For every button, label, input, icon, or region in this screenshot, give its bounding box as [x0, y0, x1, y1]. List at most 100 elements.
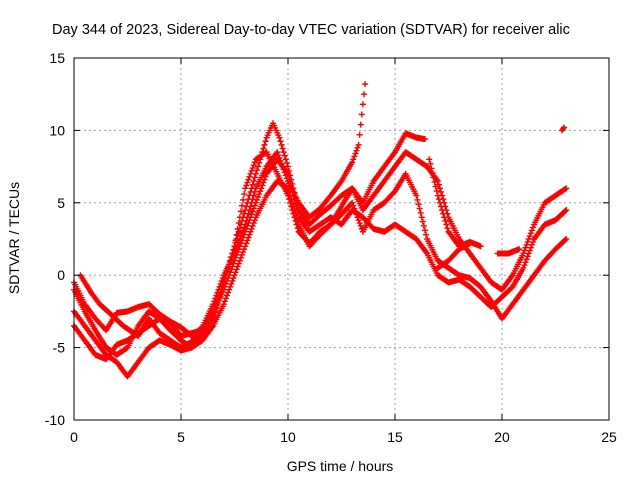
- data-point: [244, 222, 251, 229]
- data-point: [355, 141, 362, 148]
- data-point: [356, 131, 363, 138]
- data-point: [212, 308, 219, 315]
- data-point: [237, 254, 244, 261]
- data-point: [444, 225, 451, 232]
- data-point: [219, 283, 226, 290]
- data-point: [246, 173, 253, 180]
- data-point: [288, 203, 295, 210]
- data-point: [278, 141, 285, 148]
- data-point: [516, 246, 523, 253]
- data-point: [285, 192, 291, 199]
- data-point: [227, 269, 234, 276]
- data-point: [231, 243, 238, 250]
- y-tick-label: 5: [57, 195, 65, 211]
- data-point: [262, 138, 269, 145]
- data-point: [276, 134, 283, 141]
- data-point: [466, 240, 473, 247]
- data-point: [233, 266, 240, 273]
- data-point: [234, 225, 241, 232]
- data-point: [211, 312, 218, 319]
- data-point: [360, 91, 367, 98]
- data-point: [277, 138, 284, 145]
- data-point: [520, 264, 527, 271]
- y-tick-label: -10: [45, 412, 65, 428]
- x-tick-label: 25: [601, 429, 617, 445]
- data-point: [293, 221, 300, 228]
- data-point: [423, 231, 430, 238]
- y-tick-label: 0: [57, 267, 65, 283]
- data-point: [238, 237, 245, 244]
- data-point: [416, 205, 423, 212]
- data-point: [359, 101, 366, 108]
- data-point: [525, 236, 532, 242]
- data-point: [357, 222, 364, 229]
- data-point: [421, 227, 428, 234]
- data-point: [253, 196, 260, 203]
- data-point: [281, 152, 288, 159]
- y-tick-label: -5: [53, 340, 66, 356]
- data-point: [244, 199, 251, 206]
- data-point: [260, 145, 267, 152]
- data-point: [260, 179, 267, 186]
- data-point: [520, 250, 527, 257]
- data-point: [524, 253, 531, 260]
- data-point: [245, 176, 252, 183]
- data-point: [528, 227, 535, 234]
- data-point: [248, 225, 255, 232]
- data-point: [522, 259, 529, 266]
- data-point: [236, 257, 243, 264]
- data-point: [292, 217, 299, 224]
- data-point: [234, 263, 241, 270]
- data-point: [428, 165, 435, 172]
- data-point: [562, 237, 569, 244]
- y-axis-label: SDTVAR / TECUs: [6, 182, 22, 294]
- data-point: [286, 196, 293, 203]
- data-point: [227, 283, 234, 290]
- data-point: [244, 237, 251, 244]
- data-point: [245, 196, 252, 203]
- data-point: [235, 220, 242, 227]
- data-point: [221, 298, 228, 305]
- x-tick-label: 0: [70, 429, 78, 445]
- data-point: [429, 169, 436, 176]
- data-point: [244, 179, 251, 186]
- data-point: [249, 181, 256, 188]
- data-point: [232, 269, 239, 276]
- data-point: [230, 275, 237, 282]
- data-point: [528, 241, 535, 248]
- data-point: [230, 260, 237, 267]
- data-point: [229, 263, 236, 270]
- data-point: [289, 207, 296, 214]
- data-point: [563, 185, 570, 192]
- data-point: [261, 176, 268, 183]
- data-point: [530, 224, 537, 231]
- y-tick-label: 10: [49, 122, 65, 138]
- data-point: [241, 191, 248, 198]
- data-point: [248, 167, 255, 174]
- data-point: [249, 165, 256, 172]
- data-point: [524, 238, 531, 245]
- data-point: [261, 141, 268, 148]
- data-point: [438, 188, 445, 195]
- data-point: [526, 233, 533, 240]
- data-point: [235, 260, 242, 267]
- data-point: [214, 301, 221, 308]
- data-point: [279, 145, 286, 152]
- data-point: [234, 232, 241, 239]
- data-point: [252, 170, 259, 177]
- data-point: [562, 186, 569, 193]
- data-point: [247, 188, 254, 195]
- x-tick-label: 20: [494, 429, 510, 445]
- data-point: [247, 214, 254, 221]
- x-tick-label: 10: [280, 429, 296, 445]
- data-point: [521, 247, 528, 254]
- data-point: [229, 250, 236, 257]
- data-point: [242, 243, 249, 250]
- data-point: [357, 121, 364, 128]
- data-point: [563, 236, 570, 242]
- data-point: [211, 298, 218, 305]
- chart-title: Day 344 of 2023, Sidereal Day-to-day VTE…: [52, 22, 570, 38]
- data-point: [220, 279, 227, 286]
- data-point: [290, 192, 297, 199]
- x-axis-label: GPS time / hours: [287, 458, 394, 474]
